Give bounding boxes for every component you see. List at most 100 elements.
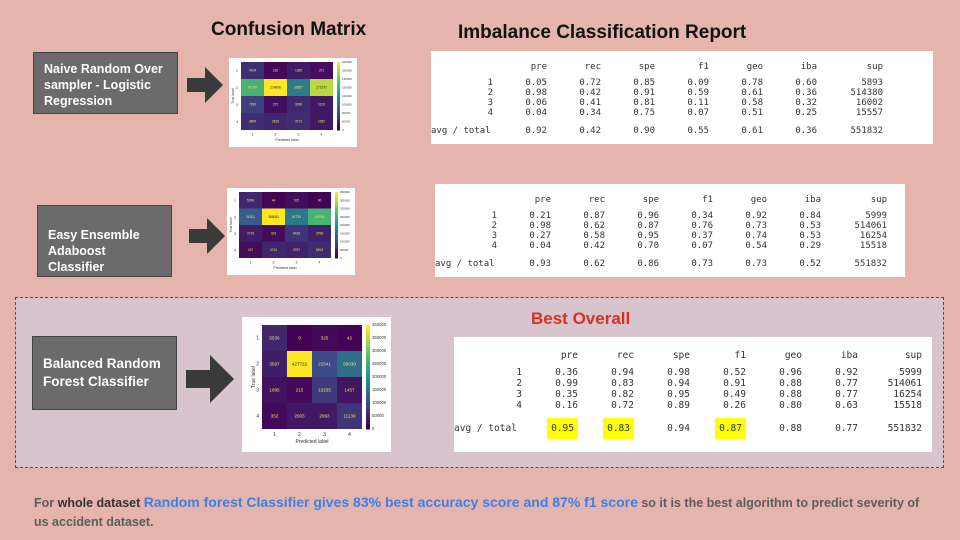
report-cell: 0.52 [723,367,746,378]
report-cell: 0.29 [799,241,821,251]
colorbar-segment [335,211,338,216]
report-cell: 0.51 [741,108,763,118]
matrix-cell [262,225,285,242]
table-row: 2 0.99 0.83 0.94 0.91 0.88 0.77 514061 [454,378,922,389]
table-row: 4 0.04 0.42 0.70 0.07 0.54 0.29 15518 [435,241,887,251]
colorbar-segment [366,392,370,399]
report-column-header: pre [534,195,551,205]
matrix-tick-label: 4 [348,432,351,438]
colorbar-segment [335,231,338,236]
report-cell: 5893 [861,78,883,88]
report-cell: 0.93 [529,258,551,269]
matrix-cell [337,351,362,377]
report-column-header: spe [642,195,659,205]
colorbar-tick-label: 200000 [340,223,350,227]
model-label-naive-random: Naive Random Over sampler - Logistic Reg… [33,52,178,114]
matrix-cell-value: 366063 [268,215,279,219]
report-cell: 4 [516,400,522,411]
table-row: 4 0.04 0.34 0.75 0.07 0.51 0.25 15557 [431,108,883,118]
colorbar-segment [337,92,340,97]
model-label-balanced-random-forest: Balanced Random Forest Classifier [32,336,177,410]
matrix-cell-value: 6513 [316,248,323,252]
report-cell: 0.78 [741,78,763,88]
colorbar-segment [337,116,340,121]
report-cell [431,56,493,78]
matrix-cell [312,325,337,351]
matrix-cell-value: 4104 [249,69,256,73]
matrix-cell-value: 42 [347,336,353,341]
matrix-cell-value: 44 [272,198,276,202]
matrix-cell [262,192,285,209]
matrix-cell [285,192,308,209]
report-cell: 514061 [887,378,922,389]
report-cell: 0.60 [795,78,817,88]
matrix-cell [241,113,264,130]
colorbar-segment [366,423,370,430]
confusion-matrix-thumbnail: 5246 1 44 625 90 31001 2 366063 61735 157061 2719 3… [227,188,355,275]
matrix-cell [310,96,333,113]
matrix-tick-label: 4 [321,133,323,137]
matrix-cell-value: 214608 [270,86,281,90]
report-column-header: f1 [734,349,746,361]
colorbar-segment [335,215,338,219]
matrix-xlabel: Predicted label [295,439,328,445]
report-cell: 15518 [859,241,887,251]
report-avg-row: avg / total 0.92 0.42 0.90 0.55 0.61 0.36 55183… [431,118,883,143]
matrix-ylabel: True label [231,88,235,104]
report-cell: 0.16 [555,400,578,411]
report-cell: 0.75 [633,108,655,118]
report-cell: 0.09 [687,78,709,88]
report-cell: 0.83 [611,378,634,389]
colorbar-tick-label: 0 [342,128,344,132]
colorbar-segment [335,218,338,223]
matrix-tick-label: 1 [234,199,236,203]
report-column-header: pre [530,62,547,72]
colorbar-segment [337,89,340,94]
matrix-tick-label: 3 [256,388,259,394]
matrix-cell-value: 2818 [272,120,279,124]
colorbar-tick-label: 50000 [340,248,349,252]
report-cell: 15557 [855,108,883,118]
colorbar-segment [337,79,340,83]
report-cell: 0.59 [687,88,709,98]
colorbar-tick-label: 100000 [340,240,350,244]
matrix-cell-value: 9 [298,336,301,341]
report-cell: 0.07 [691,241,713,251]
report-cell: 0.90 [633,125,655,136]
report-cell: 0.72 [579,78,601,88]
report-cell: 0.94 [611,367,634,378]
matrix-cell [241,79,264,96]
matrix-cell-value: 31001 [246,215,255,219]
matrix-cell-value: 372 [273,103,279,107]
report-cell: avg / total [435,258,495,269]
report-cell: 0.26 [723,400,746,411]
colorbar-segment [337,68,340,73]
report-cell: 0.92 [835,367,858,378]
matrix-cell [239,225,262,242]
table-row: 1 0.36 0.94 0.98 0.52 0.96 0.92 5999 [454,367,922,378]
report-cell: 0.86 [637,258,659,269]
matrix-cell-value: 2003 [294,414,305,419]
report-cell: 2 [491,221,497,231]
colorbar-segment [337,96,340,100]
summary-part-4: so it is the best algorithm to predict s… [34,496,920,529]
report-cell: 0.83 [578,411,634,446]
report-cell: 0.96 [637,211,659,221]
report-cell: 0.34 [691,211,713,221]
report-cell: 0.41 [579,98,601,108]
report-header-row: pre rec spe f1 geo iba sup [435,189,887,211]
report-cell: 0.61 [741,125,763,136]
colorbar-segment [366,366,370,373]
matrix-cell [312,351,337,377]
matrix-cell [337,325,362,351]
report-cell: 0.63 [835,400,858,411]
matrix-tick-label: 1 [252,133,254,137]
report-column-header: pre [560,349,578,361]
matrix-cell-value: 3799 [316,231,323,235]
report-cell: 0.53 [799,221,821,231]
colorbar-tick-label: 350000 [372,335,387,340]
classification-report: pre rec spe f1 geo iba sup 1 0.21 0.87 0.96 0.34 0.9… [435,184,905,277]
report-heading: Imbalance Classification Report [458,22,747,43]
report-cell: 1 [516,367,522,378]
table-row: 1 0.21 0.87 0.96 0.34 0.92 0.84 5999 [435,211,887,221]
